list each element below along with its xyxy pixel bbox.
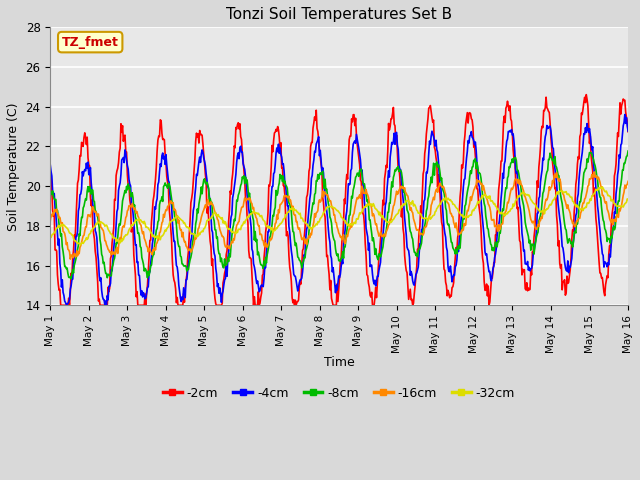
-16cm <box>624 179 632 184</box>
-4cm <box>57 267 65 273</box>
-32cm <box>117 237 125 243</box>
Title: Tonzi Soil Temperatures Set B: Tonzi Soil Temperatures Set B <box>226 7 452 22</box>
Legend: -2cm, -4cm, -8cm, -16cm, -32cm: -2cm, -4cm, -8cm, -16cm, -32cm <box>158 382 520 405</box>
-2cm <box>117 121 125 127</box>
-2cm <box>410 291 418 297</box>
-4cm <box>624 128 632 134</box>
-32cm <box>624 197 632 203</box>
-4cm <box>46 162 54 168</box>
-32cm <box>410 202 418 207</box>
-16cm <box>57 219 65 225</box>
-8cm <box>46 194 54 200</box>
-16cm <box>67 256 74 262</box>
-4cm <box>176 289 184 295</box>
Line: -8cm: -8cm <box>50 151 628 279</box>
-32cm <box>176 216 184 221</box>
Line: -2cm: -2cm <box>50 95 628 305</box>
-32cm <box>206 216 214 222</box>
-32cm <box>57 223 65 229</box>
-4cm <box>117 171 125 177</box>
-2cm <box>206 238 214 244</box>
Line: -4cm: -4cm <box>50 115 628 305</box>
-4cm <box>621 112 628 118</box>
-8cm <box>117 216 125 221</box>
-4cm <box>410 282 418 288</box>
-2cm <box>58 302 65 308</box>
-32cm <box>428 216 435 221</box>
-16cm <box>117 237 125 242</box>
-2cm <box>57 302 65 308</box>
-8cm <box>206 195 214 201</box>
Line: -16cm: -16cm <box>50 172 628 259</box>
-32cm <box>77 242 84 248</box>
-4cm <box>428 133 435 139</box>
Text: TZ_fmet: TZ_fmet <box>62 36 118 48</box>
-8cm <box>428 174 435 180</box>
-32cm <box>598 184 606 190</box>
-16cm <box>176 225 184 230</box>
-8cm <box>176 244 184 250</box>
X-axis label: Time: Time <box>324 356 355 369</box>
-8cm <box>67 276 75 282</box>
-2cm <box>582 92 590 97</box>
-4cm <box>101 302 109 308</box>
Y-axis label: Soil Temperature (C): Soil Temperature (C) <box>7 102 20 230</box>
-2cm <box>428 109 435 115</box>
-32cm <box>46 234 54 240</box>
-2cm <box>46 176 54 182</box>
-8cm <box>624 148 632 154</box>
-16cm <box>428 203 435 208</box>
-16cm <box>410 218 418 224</box>
-8cm <box>57 233 65 239</box>
-4cm <box>206 203 214 208</box>
-16cm <box>591 169 598 175</box>
-16cm <box>206 201 214 207</box>
-8cm <box>410 249 418 255</box>
-2cm <box>624 129 632 134</box>
-16cm <box>46 219 54 225</box>
-2cm <box>176 302 184 308</box>
Line: -32cm: -32cm <box>50 187 628 245</box>
